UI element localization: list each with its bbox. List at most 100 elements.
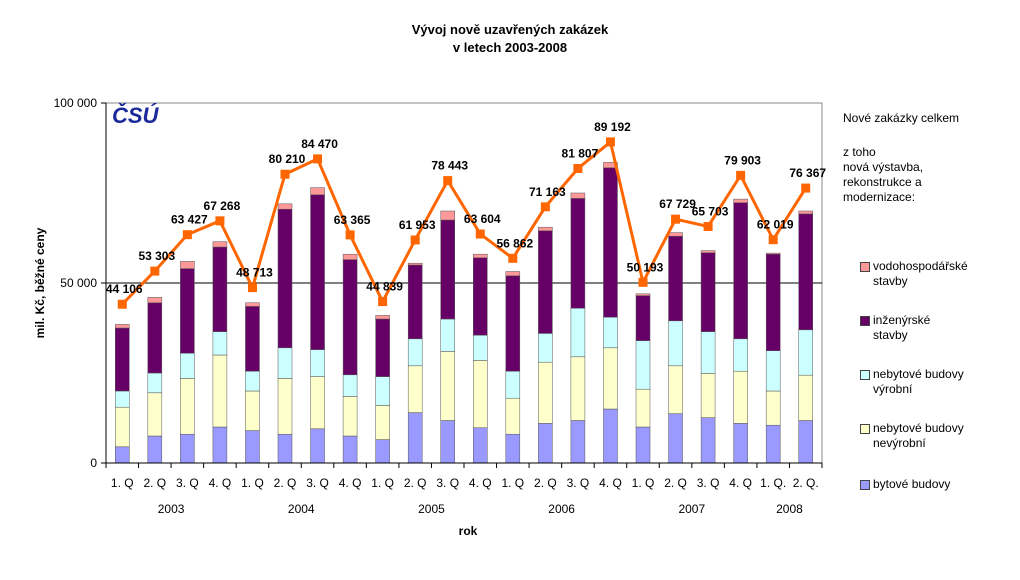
total-point: [117, 299, 127, 309]
total-point: [247, 283, 257, 293]
bar-segment: [635, 293, 651, 296]
bar-segment: [212, 354, 228, 428]
legend-subheading-line: modernizace:: [843, 190, 916, 204]
bar-segment: [375, 439, 390, 464]
chart-title-line2: v letech 2003-2008: [452, 40, 568, 55]
total-data-label: 65 703: [692, 204, 729, 218]
bar-segment: [570, 307, 586, 358]
bar-segment: [473, 427, 488, 464]
y-axis-label: mil. Kč, běžné ceny: [33, 227, 47, 338]
total-point: [313, 154, 323, 164]
bar-segment: [245, 430, 260, 464]
bar-segment: [798, 329, 813, 376]
bar-segment: [310, 187, 325, 196]
legend-item-label: nebytové budovy: [873, 421, 964, 435]
bar-segment: [538, 423, 553, 464]
legend-item-label: stavby: [873, 274, 908, 288]
bar-segment: [440, 420, 455, 464]
total-point: [378, 297, 388, 307]
total-point: [345, 230, 355, 240]
bar-segment: [180, 352, 195, 379]
year-label: 2004: [288, 502, 315, 516]
bar-segment: [375, 318, 390, 377]
bar-segment: [765, 424, 781, 464]
bar-segment: [375, 315, 390, 320]
total-line: [121, 139, 807, 306]
bar-segment: [505, 397, 521, 435]
total-data-label: 81 807: [562, 146, 599, 160]
year-label: 2003: [158, 502, 185, 516]
total-point: [671, 214, 681, 224]
y-tick-label: 50 000: [60, 276, 97, 290]
total-point: [443, 176, 453, 186]
bar-segment: [212, 246, 228, 332]
bar-segment: [603, 408, 618, 464]
bar-segment: [375, 376, 390, 406]
legend-item-label: stavby: [873, 328, 908, 342]
bar-segment: [570, 356, 586, 421]
bar-segment: [147, 302, 163, 374]
bar-segment: [342, 396, 358, 437]
year-label: 2006: [548, 502, 575, 516]
bar-segment: [668, 235, 683, 322]
total-data-label: 63 365: [334, 213, 371, 227]
bar-segment: [505, 433, 521, 464]
x-tick-label: 3. Q: [567, 476, 590, 490]
x-tick-label: 1. Q: [241, 476, 264, 490]
total-point: [508, 253, 518, 263]
x-tick-label: 2. Q: [534, 476, 557, 490]
bar-segment: [180, 378, 195, 435]
x-tick-label: 2. Q: [404, 476, 427, 490]
bar-segment: [342, 435, 358, 464]
year-label: 2007: [678, 502, 705, 516]
total-data-label: 44 106: [106, 282, 143, 296]
x-tick-label: 3. Q: [436, 476, 459, 490]
bar-segment: [147, 392, 163, 437]
x-tick-label: 1. Q: [371, 476, 394, 490]
bar-segment: [505, 271, 521, 277]
total-point: [280, 169, 290, 179]
bar-segment: [277, 208, 293, 349]
total-point: [182, 230, 192, 240]
bar-segment: [700, 373, 716, 418]
bar-segment: [245, 370, 260, 392]
bar-segment: [245, 306, 260, 372]
bar-segment: [603, 162, 618, 169]
total-data-label: 62 019: [757, 218, 794, 232]
bar-segment: [115, 390, 130, 408]
bar-segment: [570, 198, 586, 309]
bar-segment: [310, 194, 325, 350]
bar-segment: [440, 318, 455, 352]
csu-logo: ČSÚ: [112, 103, 160, 128]
total-point: [736, 170, 746, 180]
bar-segment: [212, 331, 228, 356]
bar-segment: [603, 167, 618, 318]
x-tick-label: 4. Q: [729, 476, 752, 490]
total-data-label: 63 604: [464, 212, 501, 226]
bar-segment: [147, 297, 163, 304]
bar-segment: [765, 252, 781, 255]
bar-segment: [700, 417, 716, 464]
bar-segment: [603, 347, 618, 410]
bar-segment: [570, 420, 586, 464]
bar-segment: [733, 423, 748, 464]
bar-segment: [342, 259, 358, 376]
total-point: [605, 137, 615, 147]
total-data-label: 48 713: [236, 266, 273, 280]
legend-swatch: [860, 370, 870, 380]
bar-segment: [798, 213, 813, 331]
bar-segment: [212, 426, 228, 464]
bar-segment: [700, 250, 716, 254]
bar-segment: [407, 338, 423, 367]
total-data-label: 44 839: [366, 280, 403, 294]
chart-title-line1: Vývoj nově uzavřených zakázek: [411, 22, 609, 37]
bar-segment: [277, 433, 293, 464]
bar-segment: [668, 413, 683, 464]
total-point: [540, 202, 550, 212]
bar-segment: [765, 253, 781, 351]
bar-segment: [733, 370, 748, 424]
y-tick-label: 100 000: [54, 96, 98, 110]
bar-segment: [635, 340, 651, 390]
